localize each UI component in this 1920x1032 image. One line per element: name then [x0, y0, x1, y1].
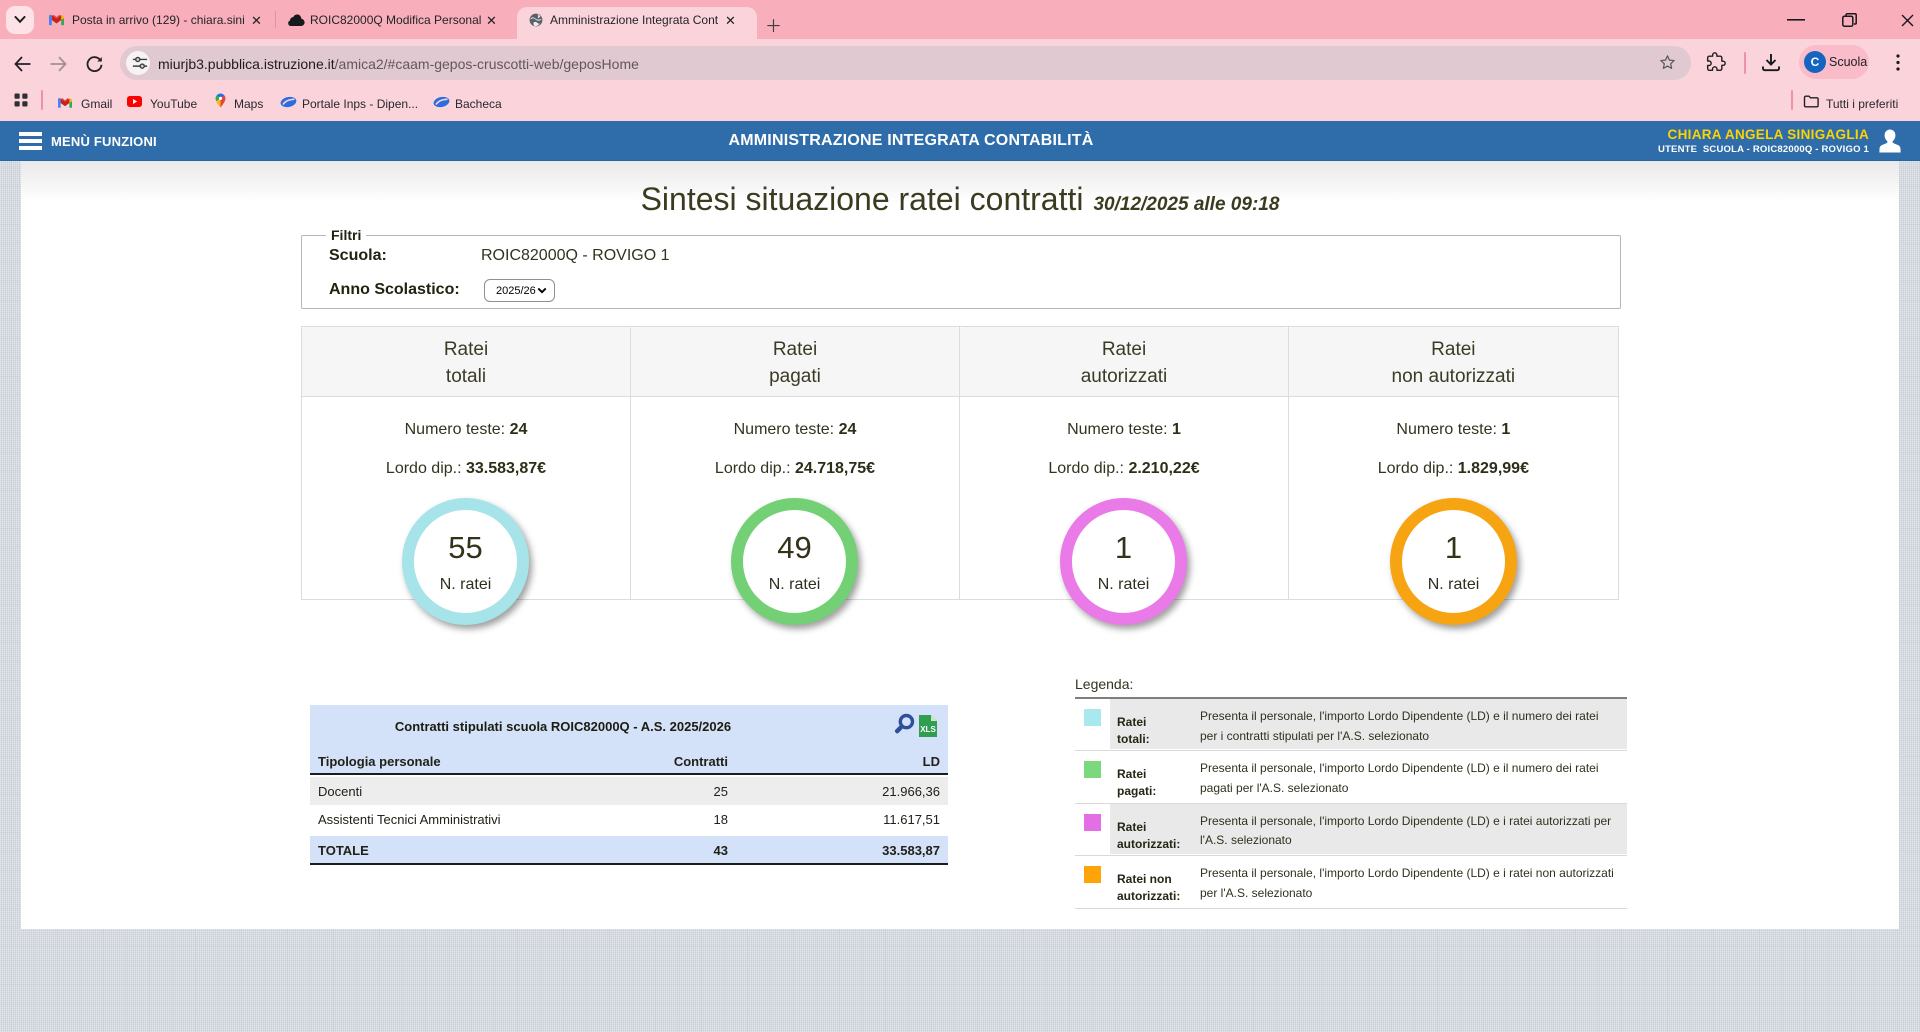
svg-text:XLS: XLS: [920, 725, 936, 734]
